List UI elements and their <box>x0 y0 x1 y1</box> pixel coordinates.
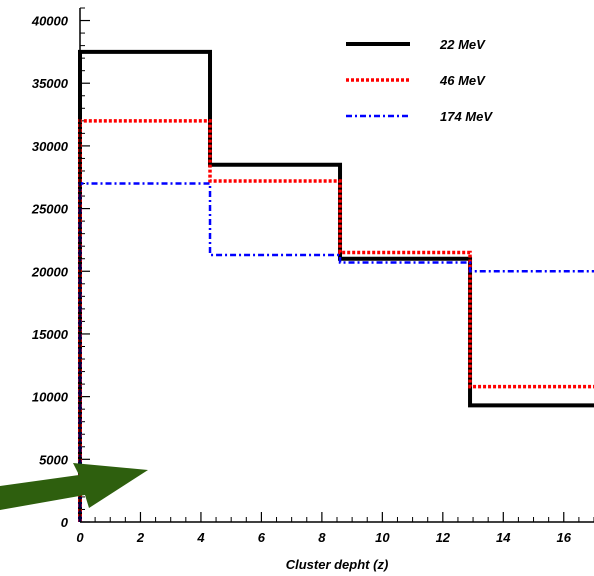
x-tick-label: 2 <box>136 530 145 545</box>
legend-label: 22 MeV <box>439 37 486 52</box>
series-line-46-mev <box>78 119 594 522</box>
y-tick-label: 35000 <box>32 76 69 91</box>
x-tick-label: 14 <box>496 530 511 545</box>
y-tick-label: 0 <box>61 515 69 530</box>
legend-label: 174 MeV <box>440 109 493 124</box>
series-line-174-mev <box>78 182 594 522</box>
x-tick-label: 4 <box>196 530 205 545</box>
legend-label: 46 MeV <box>439 73 486 88</box>
arrow-icon <box>0 463 148 510</box>
y-tick-label: 30000 <box>32 139 69 154</box>
y-tick-label: 10000 <box>32 390 69 405</box>
y-tick-label: 15000 <box>32 327 69 342</box>
series-line-22-mev <box>78 49 594 522</box>
x-tick-label: 0 <box>76 530 84 545</box>
y-tick-label: 40000 <box>31 14 69 29</box>
y-tick-label: 20000 <box>31 264 69 279</box>
x-tick-label: 8 <box>318 530 326 545</box>
x-tick-label: 12 <box>436 530 451 545</box>
x-axis-title: Cluster depht (z) <box>286 557 389 572</box>
x-tick-label: 16 <box>557 530 572 545</box>
legend: 22 MeV 46 MeV 174 MeV <box>346 37 493 124</box>
y-tick-label: 25000 <box>31 202 69 217</box>
y-tick-label: 5000 <box>39 452 69 467</box>
x-tick-label: 10 <box>375 530 390 545</box>
x-tick-label: 6 <box>258 530 266 545</box>
